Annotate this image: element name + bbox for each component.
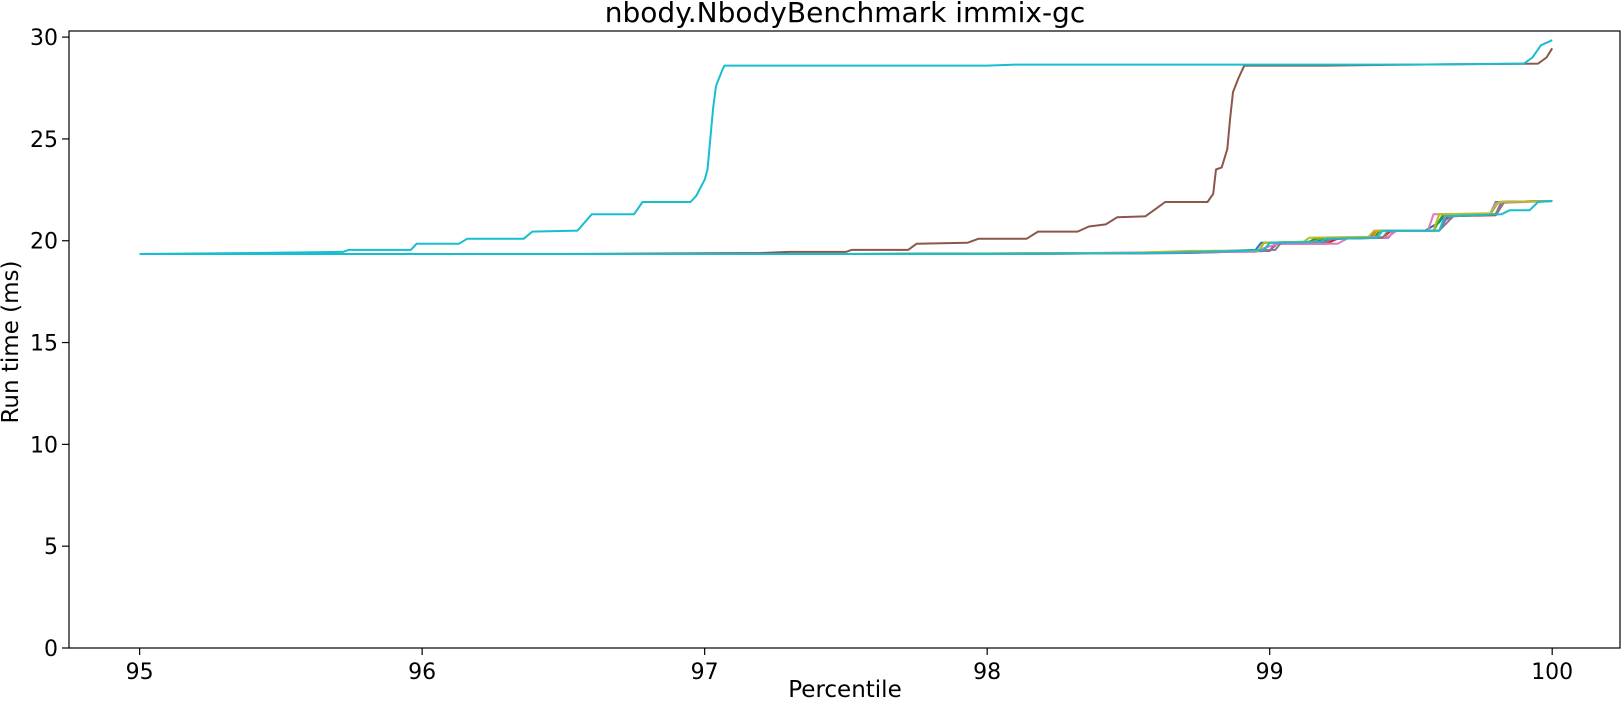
y-axis-ticks: 0 5 10 15 20 25 30 <box>30 26 69 662</box>
y-tick-label: 20 <box>30 230 58 255</box>
series-line-7 <box>139 200 1553 255</box>
x-tick-label: 95 <box>126 660 154 685</box>
chart-title: nbody.NbodyBenchmark immix-gc <box>605 0 1085 29</box>
x-tick-label: 98 <box>973 660 1001 685</box>
x-tick-label: 96 <box>408 660 436 685</box>
series-line-1 <box>139 200 1553 255</box>
y-axis-title: Run time (ms) <box>0 260 24 423</box>
y-tick-label: 5 <box>44 535 58 560</box>
x-tick-label: 99 <box>1256 660 1284 685</box>
plot-frame <box>68 30 1621 649</box>
y-tick-label: 30 <box>30 26 58 51</box>
y-tick-label: 15 <box>30 332 58 357</box>
series-layer <box>139 39 1554 255</box>
series-line-6 <box>139 47 1554 255</box>
series-line-5 <box>139 200 1553 255</box>
series-line-2 <box>139 200 1553 255</box>
x-tick-label: 97 <box>691 660 719 685</box>
series-line-9 <box>139 200 1553 255</box>
x-tick-label: 100 <box>1531 660 1573 685</box>
series-line-3 <box>139 200 1553 255</box>
x-axis-title: Percentile <box>788 677 901 703</box>
series-line-10 <box>139 39 1553 255</box>
y-tick-label: 10 <box>30 433 58 458</box>
series-line-11 <box>139 200 1553 255</box>
series-line-4 <box>139 200 1553 255</box>
series-line-8 <box>139 200 1553 255</box>
y-tick-label: 25 <box>30 128 58 153</box>
x-axis-ticks: 95 96 97 98 99 100 <box>126 648 1573 685</box>
y-tick-label: 0 <box>44 637 58 662</box>
